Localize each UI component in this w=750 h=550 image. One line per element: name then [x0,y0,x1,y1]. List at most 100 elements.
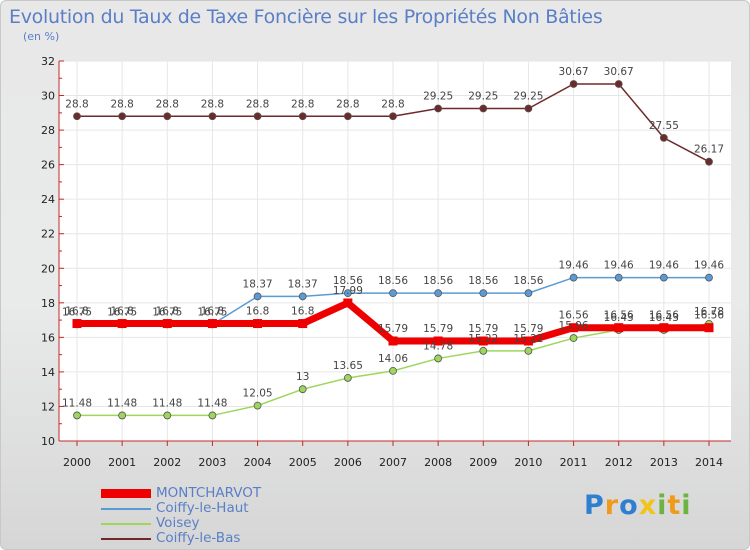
legend-swatch-coiffy-le-bas [101,538,151,540]
logo-letter: x [638,490,658,521]
logo-letter: t [667,490,682,521]
y-tick-label: 22 [41,228,55,241]
x-tick-label: 2000 [63,456,91,469]
y-tick-label: 24 [41,193,55,206]
data-label-coiffy-le-bas: 28.8 [381,98,404,110]
chart-title: Evolution du Taux de Taxe Foncière sur l… [9,6,603,28]
y-tick-label: 26 [41,159,55,172]
data-label-montcharvot: 16.8 [201,306,224,318]
logo-letter: i [657,490,668,521]
data-label-coiffy-le-bas: 28.8 [156,98,179,110]
data-label-voisey: 16.43 [604,312,634,324]
data-label-montcharvot: 15.79 [513,323,543,335]
x-tick-label: 2003 [198,456,226,469]
data-label-voisey: 15.22 [468,333,498,345]
chart-unit-label: (en %) [23,30,60,43]
logo-letter: r [604,490,620,521]
data-label-coiffy-le-haut: 19.46 [694,260,724,272]
legend-swatch-coiffy-le-haut [101,508,151,510]
y-tick-label: 12 [41,400,55,413]
x-tick-label: 2009 [469,456,497,469]
point-marker-voisey [434,354,443,363]
point-marker-coiffy-le-bas [569,80,578,88]
point-marker-coiffy-le-bas [479,104,488,113]
point-marker-coiffy-le-haut [434,289,443,298]
data-label-coiffy-le-bas: 28.8 [65,98,88,110]
point-marker-montcharvot [298,319,308,329]
point-marker-montcharvot [478,336,488,346]
x-tick-label: 2005 [289,456,317,469]
point-marker-montcharvot [207,319,217,329]
point-marker-montcharvot [343,298,353,308]
point-marker-coiffy-le-bas [434,104,443,113]
data-label-montcharvot: 16.8 [65,306,88,318]
data-label-voisey: 13 [296,371,309,383]
x-tick-label: 2011 [560,456,588,469]
data-label-voisey: 15.22 [513,333,543,345]
point-marker-voisey [343,374,352,382]
point-marker-coiffy-le-haut [479,289,488,298]
point-marker-voisey [479,346,488,355]
legend-item-coiffy-le-bas[interactable]: Coiffy-le-Bas [101,530,361,546]
x-tick-label: 2012 [605,456,633,469]
data-label-coiffy-le-haut: 18.56 [468,275,498,287]
data-label-coiffy-le-bas: 30.67 [604,66,634,78]
data-label-coiffy-le-haut: 16.75 [62,306,92,318]
x-tick-label: 2002 [153,456,181,469]
logo-letter: o [619,490,639,521]
y-tick-label: 18 [41,297,55,310]
x-tick-label: 2001 [108,456,136,469]
x-tick-label: 2010 [514,456,542,469]
data-label-coiffy-le-haut: 18.56 [513,275,543,287]
data-label-voisey: 11.48 [107,397,137,409]
data-label-montcharvot: 16.56 [649,310,679,322]
point-marker-voisey [298,385,307,394]
legend-swatch-voisey [101,523,151,525]
data-label-coiffy-le-haut: 18.56 [333,275,363,287]
data-label-montcharvot: 17.99 [333,285,363,297]
legend-label: Voisey [156,515,200,531]
y-tick-label: 30 [41,90,55,103]
legend-item-montcharvot[interactable]: MONTCHARVOT [101,485,361,501]
x-tick-label: 2008 [424,456,452,469]
proxiti-logo[interactable]: Proxiti [584,490,692,521]
point-marker-coiffy-le-haut [705,273,713,282]
point-marker-voisey [253,401,262,410]
point-marker-coiffy-le-bas [73,112,81,121]
data-label-voisey: 15.96 [559,320,589,332]
y-tick-label: 10 [41,435,55,448]
point-marker-coiffy-le-bas [343,112,352,121]
data-label-coiffy-le-bas: 28.8 [291,98,314,110]
point-marker-montcharvot [433,336,443,346]
legend-item-coiffy-le-haut[interactable]: Coiffy-le-Haut [101,500,361,516]
point-marker-voisey [569,334,578,342]
point-marker-montcharvot [659,323,669,333]
x-tick-label: 2006 [334,456,362,469]
point-marker-coiffy-le-haut [614,273,623,282]
data-label-voisey: 13.65 [333,360,363,372]
data-label-coiffy-le-haut: 19.46 [604,260,634,272]
y-tick-label: 28 [41,124,55,137]
point-marker-coiffy-le-bas [524,104,533,113]
data-label-coiffy-le-haut: 18.37 [243,278,273,290]
data-label-coiffy-le-bas: 28.8 [336,98,359,110]
legend-item-voisey[interactable]: Voisey [101,515,361,531]
data-label-coiffy-le-haut: 16.75 [107,306,137,318]
data-label-voisey: 11.48 [197,397,227,409]
point-marker-coiffy-le-bas [659,133,668,142]
point-marker-coiffy-le-haut [569,273,578,282]
data-label-montcharvot: 16.56 [694,310,724,322]
point-marker-montcharvot [72,319,82,329]
point-marker-coiffy-le-bas [118,112,127,121]
point-marker-coiffy-le-bas [208,112,217,121]
data-label-coiffy-le-haut: 18.56 [423,275,453,287]
point-marker-voisey [73,411,81,420]
x-tick-label: 2007 [379,456,407,469]
data-label-coiffy-le-bas: 29.25 [468,91,498,103]
point-marker-montcharvot [614,323,624,333]
data-label-coiffy-le-bas: 28.8 [246,98,269,110]
point-marker-montcharvot [704,323,714,333]
data-label-montcharvot: 16.8 [246,306,269,318]
point-marker-voisey [208,411,217,420]
x-tick-label: 2004 [244,456,272,469]
